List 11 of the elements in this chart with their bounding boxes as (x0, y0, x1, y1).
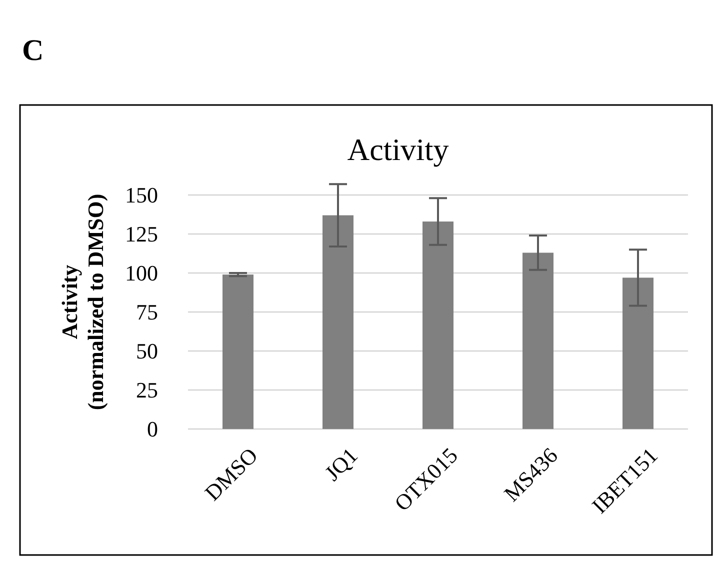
y-tick-label: 75 (136, 300, 158, 325)
x-tick-label: JQ1 (320, 442, 362, 486)
y-axis-title: Activity (normalized to DMSO) (57, 194, 108, 410)
chart-title: Activity (347, 132, 450, 167)
y-tick-label: 150 (125, 182, 158, 208)
y-tick-label: 0 (147, 416, 158, 442)
y-tick-label: 50 (136, 338, 158, 364)
y-tick-label: 125 (125, 222, 158, 247)
y-tick-label: 25 (136, 378, 158, 403)
text: C (22, 34, 44, 67)
y-tick-label: 100 (125, 260, 158, 286)
